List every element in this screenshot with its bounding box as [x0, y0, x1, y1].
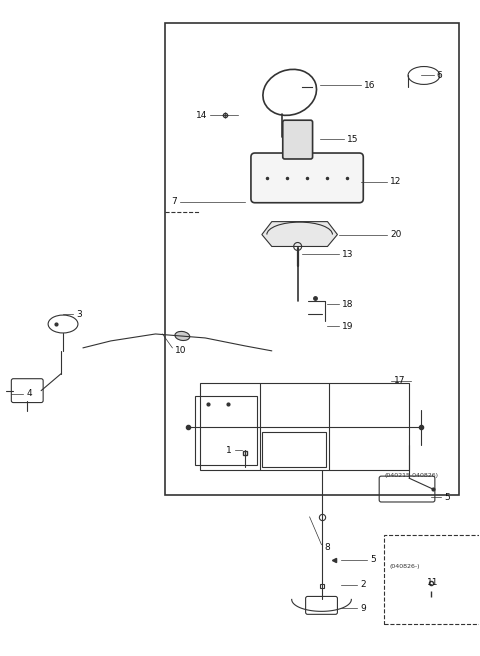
Text: 11: 11: [427, 578, 438, 587]
Text: 3: 3: [76, 310, 82, 319]
Text: 1: 1: [226, 446, 232, 455]
Text: 12: 12: [390, 177, 401, 186]
Text: 19: 19: [342, 321, 354, 331]
Text: 4: 4: [26, 389, 32, 398]
Text: 8: 8: [324, 543, 330, 552]
Text: 10: 10: [175, 346, 187, 356]
Text: (040826-): (040826-): [389, 564, 420, 569]
FancyBboxPatch shape: [251, 153, 363, 203]
Text: 13: 13: [342, 250, 354, 259]
Bar: [195, 396, 257, 465]
Text: 5: 5: [370, 555, 376, 564]
Text: 6: 6: [437, 71, 443, 80]
FancyBboxPatch shape: [283, 120, 312, 159]
Text: 16: 16: [364, 81, 376, 90]
Text: 14: 14: [196, 111, 207, 120]
Text: 5: 5: [444, 493, 450, 502]
Text: 15: 15: [348, 134, 359, 144]
Text: 2: 2: [360, 580, 366, 589]
Text: 18: 18: [342, 300, 354, 308]
Ellipse shape: [175, 331, 190, 340]
Bar: [166, 23, 459, 495]
Text: 20: 20: [390, 230, 401, 239]
Polygon shape: [262, 222, 337, 247]
Text: 7: 7: [172, 197, 178, 206]
Text: (040215-040826): (040215-040826): [384, 472, 438, 478]
Text: 9: 9: [360, 604, 366, 613]
Text: 17: 17: [394, 376, 406, 385]
